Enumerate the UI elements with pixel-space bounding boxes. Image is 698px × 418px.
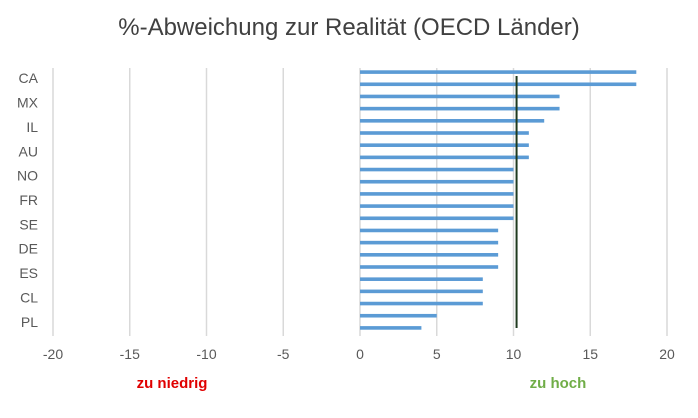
bar: [360, 94, 560, 99]
x-tick-label: 0: [356, 346, 364, 362]
bar: [360, 204, 514, 208]
bar: [360, 106, 560, 111]
y-tick-label: PL: [21, 314, 38, 330]
bar: [360, 289, 483, 294]
bar: [360, 277, 483, 281]
bar: [360, 326, 422, 330]
bar: [360, 313, 437, 318]
bar: [360, 253, 499, 257]
y-tick-label: ES: [19, 265, 38, 281]
x-tick-label: 15: [582, 346, 598, 362]
annotation-too-high: zu hoch: [530, 375, 587, 392]
gridlines: [52, 68, 668, 336]
bar: [360, 301, 483, 306]
bars: [360, 70, 637, 330]
bar: [360, 70, 637, 74]
y-tick-label: IL: [26, 119, 38, 135]
x-tick-label: -20: [43, 346, 63, 362]
y-tick-label: AU: [19, 143, 38, 159]
x-tick-label: 20: [659, 346, 675, 362]
x-axis-ticks: -20 -15 -10 -5 0 5 10 15 20: [43, 346, 675, 362]
bar: [360, 143, 529, 147]
bar: [360, 228, 499, 233]
y-tick-label: SE: [19, 216, 38, 232]
bar: [360, 240, 499, 245]
y-axis-ticks: CA MX IL AU NO FR SE DE ES CL PL: [17, 70, 39, 330]
annotation-too-low: zu niedrig: [137, 375, 208, 392]
bar: [360, 131, 529, 135]
bar: [360, 82, 637, 87]
y-tick-label: NO: [17, 168, 38, 184]
bar: [360, 216, 514, 221]
x-tick-label: -10: [196, 346, 216, 362]
bar: [360, 155, 529, 160]
bar: [360, 192, 514, 196]
x-tick-label: 5: [433, 346, 441, 362]
bar: [360, 167, 514, 172]
x-tick-label: 10: [506, 346, 522, 362]
x-tick-label: -15: [120, 346, 140, 362]
chart-title: %-Abweichung zur Realität (OECD Länder): [118, 14, 580, 41]
bar: [360, 265, 499, 269]
bar: [360, 179, 514, 184]
bar: [360, 119, 545, 123]
y-tick-label: DE: [19, 241, 38, 257]
x-tick-label: -5: [277, 346, 290, 362]
y-tick-label: CL: [20, 289, 38, 305]
y-tick-label: FR: [19, 192, 38, 208]
y-tick-label: MX: [17, 95, 39, 111]
y-tick-label: CA: [19, 70, 39, 86]
